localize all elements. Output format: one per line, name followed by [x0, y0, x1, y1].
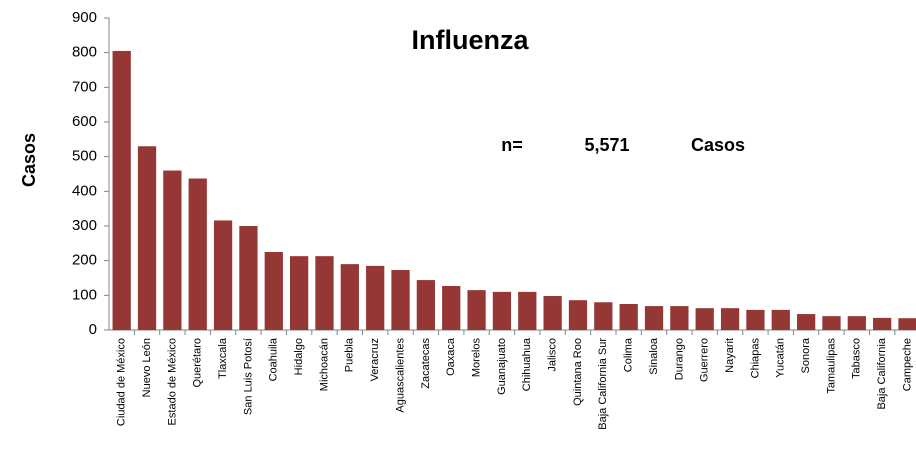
y-tick-label: 300: [72, 217, 97, 234]
bar: [340, 264, 359, 330]
x-tick-label: Chiapas: [749, 338, 761, 379]
x-tick-label: Veracruz: [369, 338, 381, 381]
bar: [847, 316, 866, 330]
x-tick-label: Coahuila: [268, 337, 280, 381]
bar: [163, 170, 182, 330]
bar: [873, 317, 892, 330]
bar: [771, 309, 790, 330]
x-tick-label: Morelos: [470, 338, 482, 378]
annotation: n=: [501, 135, 523, 155]
y-tick-label: 900: [72, 9, 97, 26]
x-tick-label: Ciudad de México: [116, 338, 128, 426]
x-tick-label: San Luis Potosí: [242, 338, 254, 415]
y-tick-label: 200: [72, 252, 97, 269]
y-tick-label: 0: [89, 321, 97, 338]
annotation: Casos: [691, 135, 745, 155]
bar: [391, 270, 410, 330]
bar: [137, 146, 157, 330]
x-tick-label: Baja California: [876, 337, 888, 409]
x-tick-label: Querétaro: [192, 338, 204, 388]
bar: [619, 304, 638, 330]
bar: [518, 291, 537, 330]
y-tick-label: 100: [72, 286, 97, 303]
x-tick-label: Chihuahua: [521, 337, 533, 391]
bar: [695, 308, 714, 330]
bar: [644, 306, 664, 330]
bar: [543, 296, 562, 330]
bar: [315, 256, 334, 330]
x-tick-label: Hidalgo: [293, 338, 305, 375]
bar: [670, 306, 689, 330]
bar: [213, 220, 233, 330]
bar: [442, 285, 461, 330]
x-tick-label: Yucatán: [775, 338, 787, 378]
x-tick-label: Jalisco: [547, 338, 559, 372]
x-tick-label: Sinaloa: [648, 337, 660, 375]
bar: [568, 300, 588, 330]
bar: [746, 309, 765, 330]
bar: [264, 252, 283, 330]
bar: [720, 308, 740, 330]
bar: [898, 318, 916, 330]
bar: [289, 256, 309, 330]
x-tick-label: Tamaulipas: [825, 338, 837, 394]
bar: [467, 290, 486, 330]
x-tick-label: Colima: [623, 337, 635, 372]
bar: [188, 178, 207, 330]
y-tick-label: 400: [72, 182, 97, 199]
y-tick-label: 800: [72, 44, 97, 61]
x-tick-label: Zacatecas: [420, 338, 432, 389]
y-tick-label: 600: [72, 113, 97, 130]
bar: [822, 316, 841, 330]
y-axis-label: Casos: [19, 133, 39, 187]
x-tick-label: Nuevo León: [141, 338, 153, 397]
chart-title: Influenza: [411, 25, 529, 55]
bar: [416, 280, 436, 330]
x-tick-label: Oaxaca: [445, 337, 457, 376]
x-tick-label: Guerrero: [699, 338, 711, 382]
y-tick-label: 700: [72, 78, 97, 95]
x-tick-label: Campeche: [901, 338, 913, 391]
x-tick-label: Durango: [673, 338, 685, 380]
x-tick-label: Estado de México: [166, 338, 178, 425]
x-tick-label: Michoacán: [318, 338, 330, 391]
annotation: 5,571: [584, 135, 629, 155]
bar: [492, 291, 512, 330]
x-tick-label: Sonora: [800, 337, 812, 373]
x-tick-label: Tabasco: [851, 338, 863, 379]
y-tick-label: 500: [72, 148, 97, 165]
x-tick-label: Baja California Sur: [597, 338, 609, 430]
bar: [112, 50, 131, 330]
x-tick-label: Puebla: [344, 337, 356, 372]
bar: [366, 265, 385, 330]
bar: [239, 226, 258, 330]
bar: [796, 314, 816, 330]
x-tick-label: Aguascalientes: [394, 338, 406, 413]
bar: [594, 302, 613, 330]
x-tick-label: Guanajuato: [496, 338, 508, 395]
x-tick-label: Nayarit: [724, 338, 736, 373]
x-tick-label: Tlaxcala: [217, 337, 229, 379]
x-tick-label: Quintana Roo: [572, 338, 584, 406]
